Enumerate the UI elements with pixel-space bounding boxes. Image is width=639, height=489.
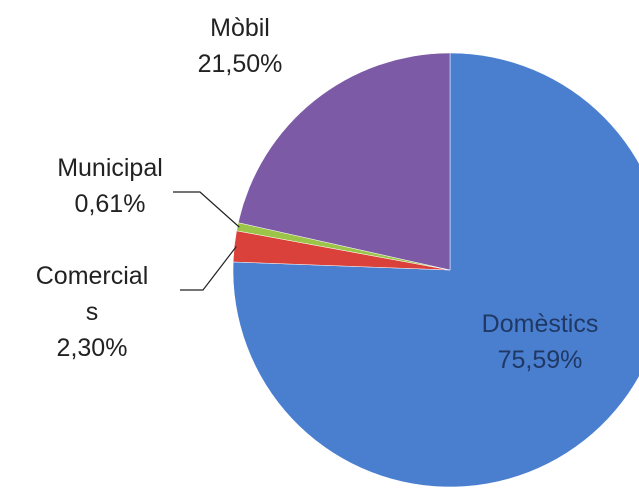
- data-label: Domèstics 75,59%: [440, 306, 639, 378]
- data-label: Municipal 0,61%: [40, 150, 180, 222]
- value-label: 75,59%: [497, 346, 583, 374]
- category-label: Municipal: [57, 154, 163, 182]
- value-label: 21,50%: [197, 50, 283, 78]
- leader-line: [173, 191, 240, 228]
- leader-line: [180, 246, 237, 291]
- category-label: Comercials: [35, 262, 149, 326]
- value-label: 2,30%: [56, 334, 128, 362]
- value-label: 0,61%: [74, 190, 146, 218]
- category-label: Mòbil: [210, 14, 270, 42]
- data-label: Mòbil 21,50%: [170, 10, 310, 82]
- data-label: Comercials 2,30%: [30, 258, 154, 366]
- pie-slice: [232, 52, 639, 488]
- category-label: Domèstics: [481, 310, 599, 338]
- pie-slice: [237, 52, 451, 271]
